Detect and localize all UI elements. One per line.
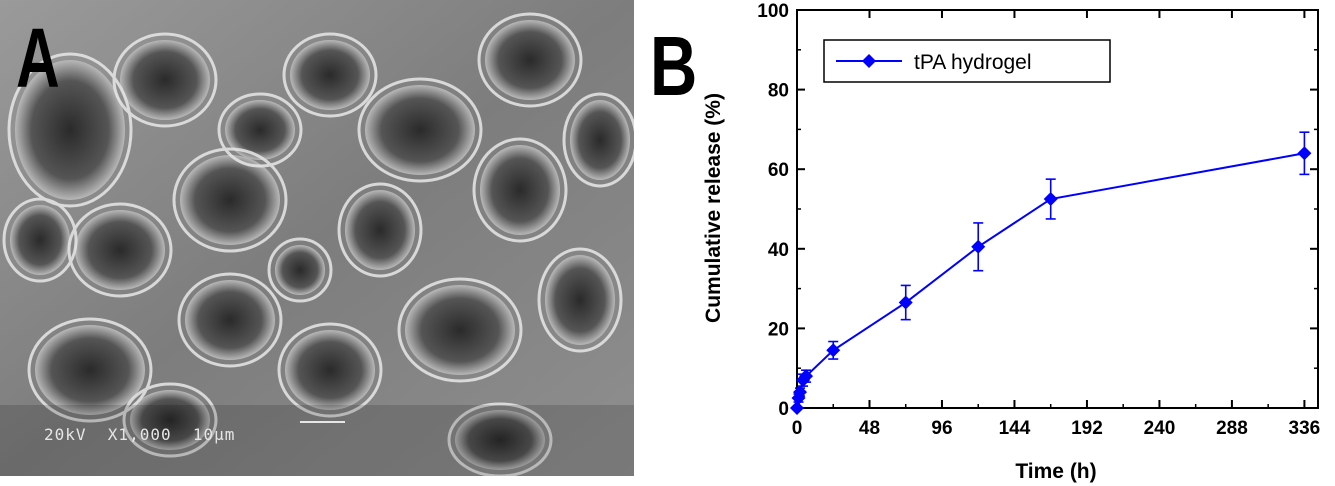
y-axis-title: Cumulative release (%) [702,93,725,323]
data-point [799,369,814,384]
data-point [971,239,986,254]
panel-b-label: B [650,19,698,113]
sem-image [0,0,634,476]
data-point [1043,192,1058,207]
x-tick-label: 240 [1144,418,1176,439]
y-tick-label: 0 [778,399,789,420]
x-tick-label: 336 [1289,418,1321,439]
chart-ticks: 0 48 96 144 192 240 288 336 0 20 40 60 80 100 [757,1,1320,439]
y-tick-label: 60 [768,160,789,181]
chart-series [790,131,1312,415]
data-point [790,401,804,415]
x-tick-label: 288 [1216,418,1248,439]
data-point [793,385,808,400]
data-point [796,373,811,388]
y-tick-label: 100 [757,1,789,22]
legend-label: tPA hydrogel [914,51,1032,74]
data-point [898,295,913,310]
panel-a-label: A [16,11,60,105]
x-tick-label: 192 [1071,418,1103,439]
data-point [826,343,841,358]
data-point [1297,146,1312,161]
release-chart: 0 48 96 144 192 240 288 336 0 20 40 60 80 100 Time (h… [702,1,1320,483]
legend-marker [862,54,876,68]
x-tick-label: 0 [792,418,803,439]
y-tick-label: 20 [768,319,789,340]
sem-scale-caption: 20kV X1,000 10μm [44,425,236,444]
x-tick-label: 144 [999,418,1031,439]
x-tick-label: 96 [931,418,952,439]
x-axis-title: Time (h) [1015,460,1096,483]
y-tick-label: 80 [768,81,789,102]
sem-micrograph-panel: A 20kV X1,000 10μm [0,0,634,476]
y-tick-label: 40 [768,240,789,261]
x-tick-label: 48 [859,418,880,439]
chart-legend: tPA hydrogel [823,39,1111,83]
